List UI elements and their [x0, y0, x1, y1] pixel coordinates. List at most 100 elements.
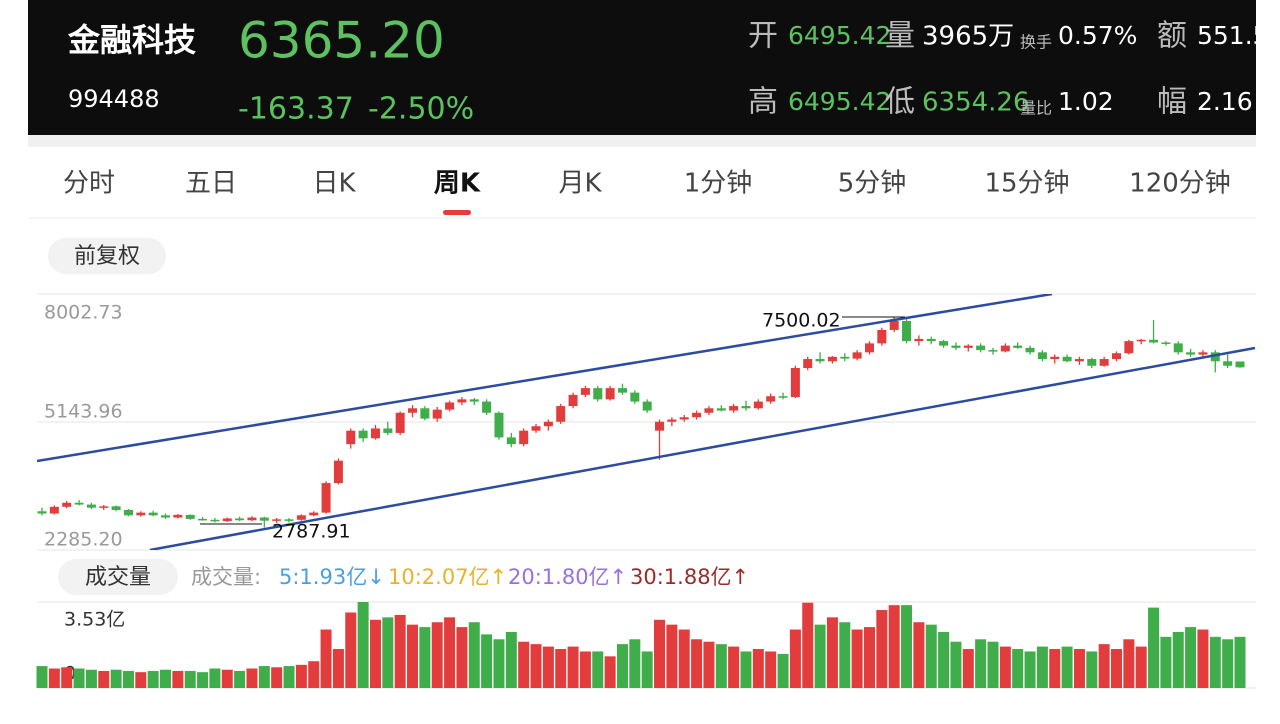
volume-bar [246, 668, 258, 688]
tab[interactable]: 1分钟 [684, 169, 753, 199]
candle-body [605, 388, 615, 400]
volume-bar [592, 651, 604, 688]
candle-body [617, 388, 627, 393]
volume-bar [357, 602, 369, 688]
volume-bar [1086, 651, 1098, 688]
candle-body [1000, 345, 1010, 352]
candle-body [704, 408, 714, 413]
volume-bar [184, 670, 196, 688]
adjust-button[interactable] [48, 238, 166, 274]
candle-body [852, 352, 862, 359]
candle-body [519, 430, 529, 445]
volume-bar [851, 629, 863, 688]
candle-body [790, 368, 800, 398]
volume-bar [332, 649, 344, 688]
volume-bar [61, 667, 73, 688]
candle-body [729, 406, 739, 411]
volume-bar [1049, 649, 1061, 688]
candle-body [1099, 359, 1109, 366]
candle-body [655, 421, 665, 431]
tab[interactable]: 分时 [63, 169, 115, 199]
candle-body [1025, 347, 1035, 353]
trend-lines [37, 294, 1256, 550]
volume-bar [1172, 631, 1184, 688]
tab[interactable]: 120分钟 [1129, 169, 1231, 199]
ma-legend: 30:1.88亿↑ [630, 565, 749, 589]
candle-body [753, 401, 763, 409]
volume-bar [36, 666, 48, 688]
candle-body [889, 320, 899, 330]
candle-body [642, 401, 652, 411]
candle-body [346, 430, 356, 445]
edge [1256, 0, 1280, 150]
volume-bar [518, 641, 530, 688]
change-pct: -2.50% [368, 92, 474, 127]
volume-bar [271, 667, 283, 688]
candle-body [49, 506, 59, 514]
stat-label: 量 [885, 19, 915, 54]
candle-body [235, 518, 245, 521]
tab[interactable]: 月K [558, 169, 602, 199]
candle-body [803, 359, 813, 369]
candle-body [1186, 352, 1196, 355]
candle-body [951, 345, 961, 348]
volume-button-label[interactable]: 成交量 [85, 565, 151, 590]
tab[interactable]: 5分钟 [838, 169, 907, 199]
volume-bar [48, 668, 60, 688]
candle-body [902, 320, 912, 342]
volume-bar [579, 651, 591, 688]
annotation: 2787.91 [272, 521, 351, 543]
candle-body [914, 338, 924, 342]
candle-body [136, 512, 146, 516]
candle-body [74, 502, 84, 505]
stock-name: 金融科技 [67, 21, 196, 59]
volume-bar [1061, 646, 1073, 688]
candle-body [976, 345, 986, 351]
candle-body [877, 329, 887, 344]
candle-body [432, 409, 442, 419]
stat-value: 6354.26 [922, 88, 1030, 118]
volume-bar [234, 670, 246, 688]
candle-body [531, 426, 541, 431]
candle-body [161, 515, 171, 518]
candle-body [222, 518, 232, 522]
volume-bar [394, 614, 406, 688]
volume-bar [654, 619, 666, 688]
volume-bar [789, 629, 801, 688]
volume-bar [308, 661, 320, 688]
volume-bar [1234, 636, 1246, 688]
volume-bar [147, 670, 159, 688]
volume-bar [73, 668, 85, 688]
stock-code: 994488 [68, 85, 160, 113]
volume-bar [604, 656, 616, 688]
volume-button[interactable] [58, 559, 178, 595]
candle-body [445, 402, 455, 410]
candle-body [395, 412, 405, 433]
volume-bar [950, 641, 962, 688]
tab[interactable]: 五日 [185, 169, 237, 199]
candle-body [173, 514, 183, 518]
volume-chart: 5:1.93亿↓ 10:2.07亿↑ 20:1.80亿↑ 30:1.88亿↑ 3.53亿… [36, 565, 1256, 689]
volume-bar [740, 651, 752, 688]
candle-body [1074, 359, 1084, 362]
candle-body [494, 412, 504, 438]
adjust-button-label[interactable]: 前复权 [74, 244, 140, 269]
volume-bar [925, 624, 937, 688]
candle-body [321, 483, 331, 513]
candle-body [778, 396, 788, 398]
volume-bar [407, 624, 419, 688]
candle-body [210, 519, 220, 522]
tab[interactable]: 15分钟 [984, 169, 1069, 199]
volume-bar [98, 670, 110, 688]
volume-bar [901, 605, 913, 688]
tab[interactable]: 周K [434, 169, 481, 199]
tab[interactable]: 日K [312, 169, 356, 199]
candle-body [556, 406, 566, 422]
stat-label: 开 [748, 19, 778, 54]
candle-body [926, 338, 936, 342]
candle-body [1149, 339, 1159, 343]
volume-bar [765, 651, 777, 688]
volume-bar [369, 619, 381, 688]
